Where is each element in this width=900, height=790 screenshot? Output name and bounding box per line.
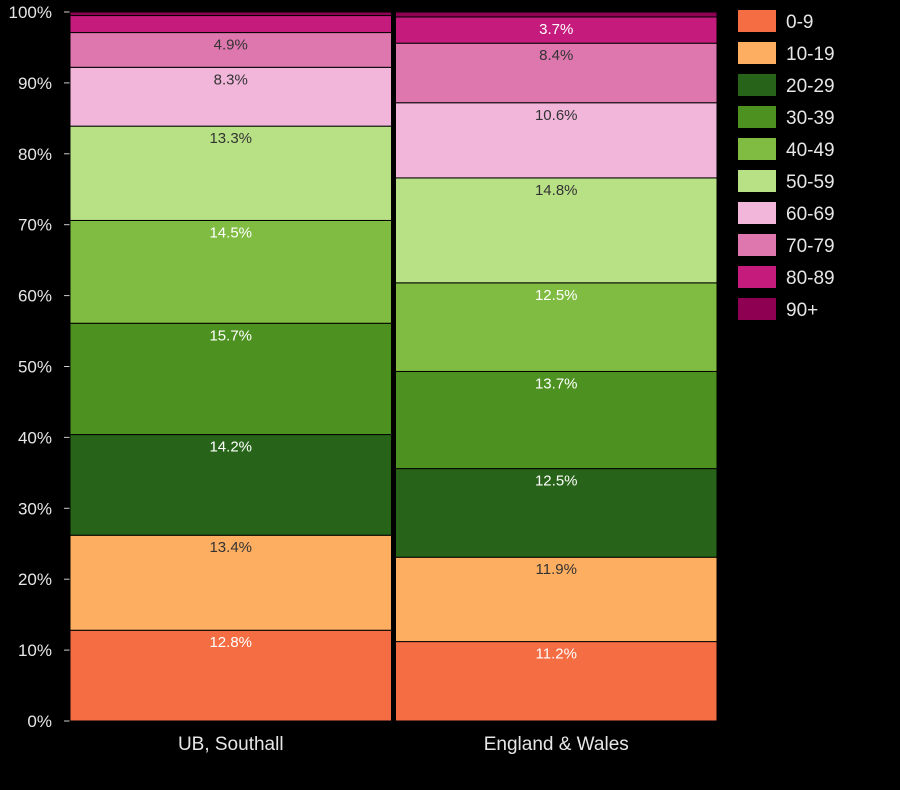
legend-label: 60-69 xyxy=(786,204,835,225)
data-label: 14.5% xyxy=(209,224,252,241)
bar-segment xyxy=(69,66,392,127)
data-label: 10.6% xyxy=(535,107,578,124)
data-label: 13.3% xyxy=(209,130,252,147)
bar-segment xyxy=(395,102,718,179)
legend-swatch xyxy=(738,234,776,256)
legend-label: 10-19 xyxy=(786,44,835,65)
legend-swatch xyxy=(738,170,776,192)
y-tick-label: 0% xyxy=(27,712,52,731)
y-tick-label: 70% xyxy=(18,216,52,235)
bar-segment xyxy=(69,125,392,221)
y-tick-label: 100% xyxy=(9,3,52,22)
data-label: 12.8% xyxy=(209,634,252,651)
data-label: 13.7% xyxy=(535,375,578,392)
legend-swatch xyxy=(738,42,776,64)
y-tick-label: 60% xyxy=(18,287,52,306)
data-label: 8.4% xyxy=(539,47,573,64)
data-label: 4.9% xyxy=(214,37,248,54)
legend-label: 20-29 xyxy=(786,76,835,97)
legend-label: 70-79 xyxy=(786,236,835,257)
data-label: 14.2% xyxy=(209,439,252,456)
y-tick-label: 30% xyxy=(18,499,52,518)
bar-segment xyxy=(395,468,718,558)
legend-swatch xyxy=(738,106,776,128)
bar-segment xyxy=(395,16,718,44)
data-label: 11.2% xyxy=(536,646,577,663)
data-label: 14.8% xyxy=(535,182,578,199)
data-label: 8.3% xyxy=(214,71,248,88)
x-tick-label: England & Wales xyxy=(484,734,629,755)
data-label: 3.7% xyxy=(539,21,573,38)
bar-segment xyxy=(395,556,718,643)
legend-label: 30-39 xyxy=(786,108,835,129)
bar-segment xyxy=(395,370,718,470)
legend-label: 0-9 xyxy=(786,12,813,33)
data-label: 13.4% xyxy=(209,539,252,556)
legend-swatch xyxy=(738,266,776,288)
y-tick-label: 10% xyxy=(18,641,52,660)
bar-segment xyxy=(395,282,718,372)
bar-segment xyxy=(69,11,392,17)
legend-swatch xyxy=(738,10,776,32)
data-label: 12.5% xyxy=(535,287,578,304)
data-label: 12.5% xyxy=(535,473,578,490)
bar-segment xyxy=(395,11,718,18)
legend-label: 40-49 xyxy=(786,140,835,161)
bar-segment xyxy=(69,15,392,34)
legend-swatch xyxy=(738,298,776,320)
data-label: 11.9% xyxy=(536,561,577,578)
y-tick-label: 20% xyxy=(18,570,52,589)
y-tick-label: 50% xyxy=(18,358,52,377)
bar-segment xyxy=(69,32,392,68)
bar-segment xyxy=(69,629,392,722)
y-tick-label: 80% xyxy=(18,145,52,164)
bar-segment xyxy=(395,42,718,104)
legend-swatch xyxy=(738,74,776,96)
x-tick-label: UB, Southall xyxy=(178,734,284,755)
bar-segment xyxy=(69,534,392,631)
legend-label: 90+ xyxy=(786,300,818,321)
y-tick-label: 40% xyxy=(18,428,52,447)
legend-swatch xyxy=(738,202,776,224)
y-tick-label: 90% xyxy=(18,74,52,93)
data-label: 15.7% xyxy=(209,327,252,344)
bar-segment xyxy=(395,177,718,284)
legend-label: 80-89 xyxy=(786,268,835,289)
legend-label: 50-59 xyxy=(786,172,835,193)
legend-swatch xyxy=(738,138,776,160)
bar-segment xyxy=(69,219,392,324)
